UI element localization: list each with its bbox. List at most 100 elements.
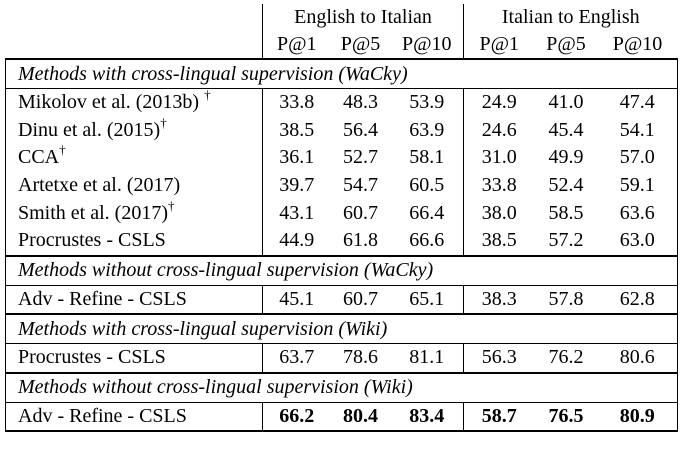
header-metric: P@10 — [597, 31, 678, 60]
method-name: Procrustes - CSLS — [18, 346, 166, 369]
table-row: Adv - Refine - CSLS 45.1 60.7 65.1 38.3 57.8 6… — [5, 285, 679, 316]
value-cell: 78.6 — [330, 343, 391, 374]
header-empty-cell — [5, 31, 263, 60]
value-cell: 38.0 — [481, 201, 517, 224]
value-cell: 63.7 — [262, 343, 331, 374]
value-cell: 57.0 — [597, 144, 679, 172]
value-cell: 65.1 — [390, 285, 465, 316]
value-cell: 56.4 — [343, 118, 378, 141]
method-cell: Mikolov et al. (2013b) † — [5, 87, 263, 117]
value-cell: 38.5 — [463, 226, 535, 257]
value-cell: 66.2 — [262, 402, 331, 433]
value-cell: 52.7 — [343, 146, 378, 169]
value-cell: 76.5 — [534, 402, 598, 433]
value-cell: 80.9 — [597, 402, 679, 433]
header-metric: P@5 — [534, 31, 598, 60]
method-name: CCA — [18, 146, 60, 169]
header-row-metrics: P@1 P@5 P@10 P@1 P@5 P@10 — [5, 31, 678, 60]
value-cell: 33.8 — [279, 91, 315, 114]
table-row: Dinu et al. (2015)† 38.5 56.4 63.9 24.6 45.4 5… — [5, 114, 679, 145]
value-cell: 54.7 — [343, 174, 378, 197]
header-group-it-en: Italian to English — [501, 6, 640, 28]
method-cell: CCA† — [5, 142, 263, 172]
dagger-marker: † — [204, 87, 211, 103]
header-metric: P@10 — [390, 31, 465, 60]
value-cell: 81.1 — [390, 343, 465, 374]
section-title: Methods with cross-lingual supervision (… — [4, 313, 679, 345]
section-title: Methods with cross-lingual supervision (… — [4, 59, 679, 89]
method-cell: Procrustes - CSLS — [5, 343, 263, 374]
results-table-container: English to Italian Italian to English P@… — [4, 4, 679, 433]
method-name: Smith et al. (2017) — [18, 201, 168, 224]
value-cell: 58.1 — [390, 144, 465, 172]
section-header-row: Methods without cross-lingual supervisio… — [4, 254, 679, 286]
method-cell: Smith et al. (2017)† — [5, 197, 263, 227]
header-metric: P@1 — [463, 31, 535, 60]
table-row: Mikolov et al. (2013b) † 33.8 48.3 53.9 24.9 4… — [5, 87, 679, 117]
section-header-row: Methods without cross-lingual supervisio… — [4, 371, 679, 403]
value-cell: 33.8 — [481, 174, 517, 197]
table-row: Adv - Refine - CSLS 66.2 80.4 83.4 58.7 76.5 8… — [5, 402, 679, 433]
header-empty-cell — [5, 4, 263, 31]
method-name: Adv - Refine - CSLS — [18, 287, 187, 310]
value-cell: 62.8 — [597, 285, 679, 316]
table-row: Procrustes - CSLS 44.9 61.8 66.6 38.5 57.2 63.… — [5, 226, 679, 257]
method-cell: Dinu et al. (2015)† — [5, 114, 263, 145]
header-metric: P@1 — [262, 31, 331, 60]
value-cell: 66.6 — [390, 226, 465, 257]
value-cell: 80.4 — [330, 402, 391, 433]
value-cell: 44.9 — [262, 226, 331, 257]
value-cell: 56.3 — [463, 343, 535, 374]
value-cell: 83.4 — [390, 402, 465, 433]
value-cell: 66.4 — [390, 199, 465, 227]
method-cell: Artetxe et al. (2017) — [5, 171, 263, 200]
value-cell: 63.9 — [390, 116, 465, 145]
method-name: Mikolov et al. (2013b) — [18, 91, 200, 114]
table-row: Procrustes - CSLS 63.7 78.6 81.1 56.3 76.2 80.… — [5, 343, 679, 374]
value-cell: 60.7 — [330, 285, 391, 316]
value-cell: 60.5 — [390, 171, 465, 200]
results-table: English to Italian Italian to English P@… — [4, 4, 679, 433]
header-group-en-it: English to Italian — [262, 4, 465, 31]
value-cell: 38.5 — [279, 118, 315, 141]
value-cell: 58.5 — [548, 201, 584, 224]
value-cell: 43.1 — [279, 201, 315, 224]
value-cell: 47.4 — [597, 88, 679, 117]
value-cell: 31.0 — [481, 146, 517, 169]
value-cell: 76.2 — [534, 343, 598, 374]
value-cell: 45.1 — [262, 285, 331, 316]
dagger-marker: † — [167, 197, 175, 213]
value-cell: 49.9 — [548, 146, 584, 169]
value-cell: 61.8 — [330, 226, 391, 257]
table-row: CCA† 36.1 52.7 58.1 31.0 49.9 57.0 — [5, 142, 679, 172]
value-cell: 39.7 — [279, 174, 315, 197]
value-cell: 59.1 — [597, 171, 679, 200]
section-header-row: Methods with cross-lingual supervision (… — [4, 313, 679, 345]
dagger-marker: † — [160, 114, 167, 130]
method-cell: Procrustes - CSLS — [5, 226, 263, 257]
table-row: Smith et al. (2017)† 43.1 60.7 66.4 38.0 58.5… — [5, 197, 679, 227]
value-cell: 63.0 — [597, 226, 679, 257]
section-title: Methods without cross-lingual supervisio… — [4, 371, 679, 403]
value-cell: 24.9 — [481, 91, 517, 114]
value-cell: 24.6 — [481, 118, 517, 141]
section-header-row: Methods with cross-lingual supervision (… — [4, 59, 679, 89]
value-cell: 80.6 — [597, 343, 679, 374]
header-row-groups: English to Italian Italian to English — [5, 4, 678, 31]
value-cell: 41.0 — [548, 91, 584, 114]
value-cell: 60.7 — [343, 201, 378, 224]
table-row: Artetxe et al. (2017) 39.7 54.7 60.5 33.8 52.… — [5, 171, 679, 200]
value-cell: 54.1 — [597, 116, 679, 145]
method-name: Artetxe et al. (2017) — [18, 174, 181, 197]
value-cell: 48.3 — [343, 91, 378, 114]
value-cell: 52.4 — [548, 174, 584, 197]
dagger-marker: † — [59, 142, 66, 158]
method-cell: Adv - Refine - CSLS — [5, 285, 263, 316]
value-cell: 38.3 — [463, 285, 535, 316]
value-cell: 58.7 — [463, 402, 535, 433]
value-cell: 57.2 — [534, 226, 598, 257]
header-metric: P@5 — [330, 31, 391, 60]
value-cell: 45.4 — [548, 118, 584, 141]
value-cell: 57.8 — [534, 285, 598, 316]
value-cell: 63.6 — [597, 199, 679, 227]
